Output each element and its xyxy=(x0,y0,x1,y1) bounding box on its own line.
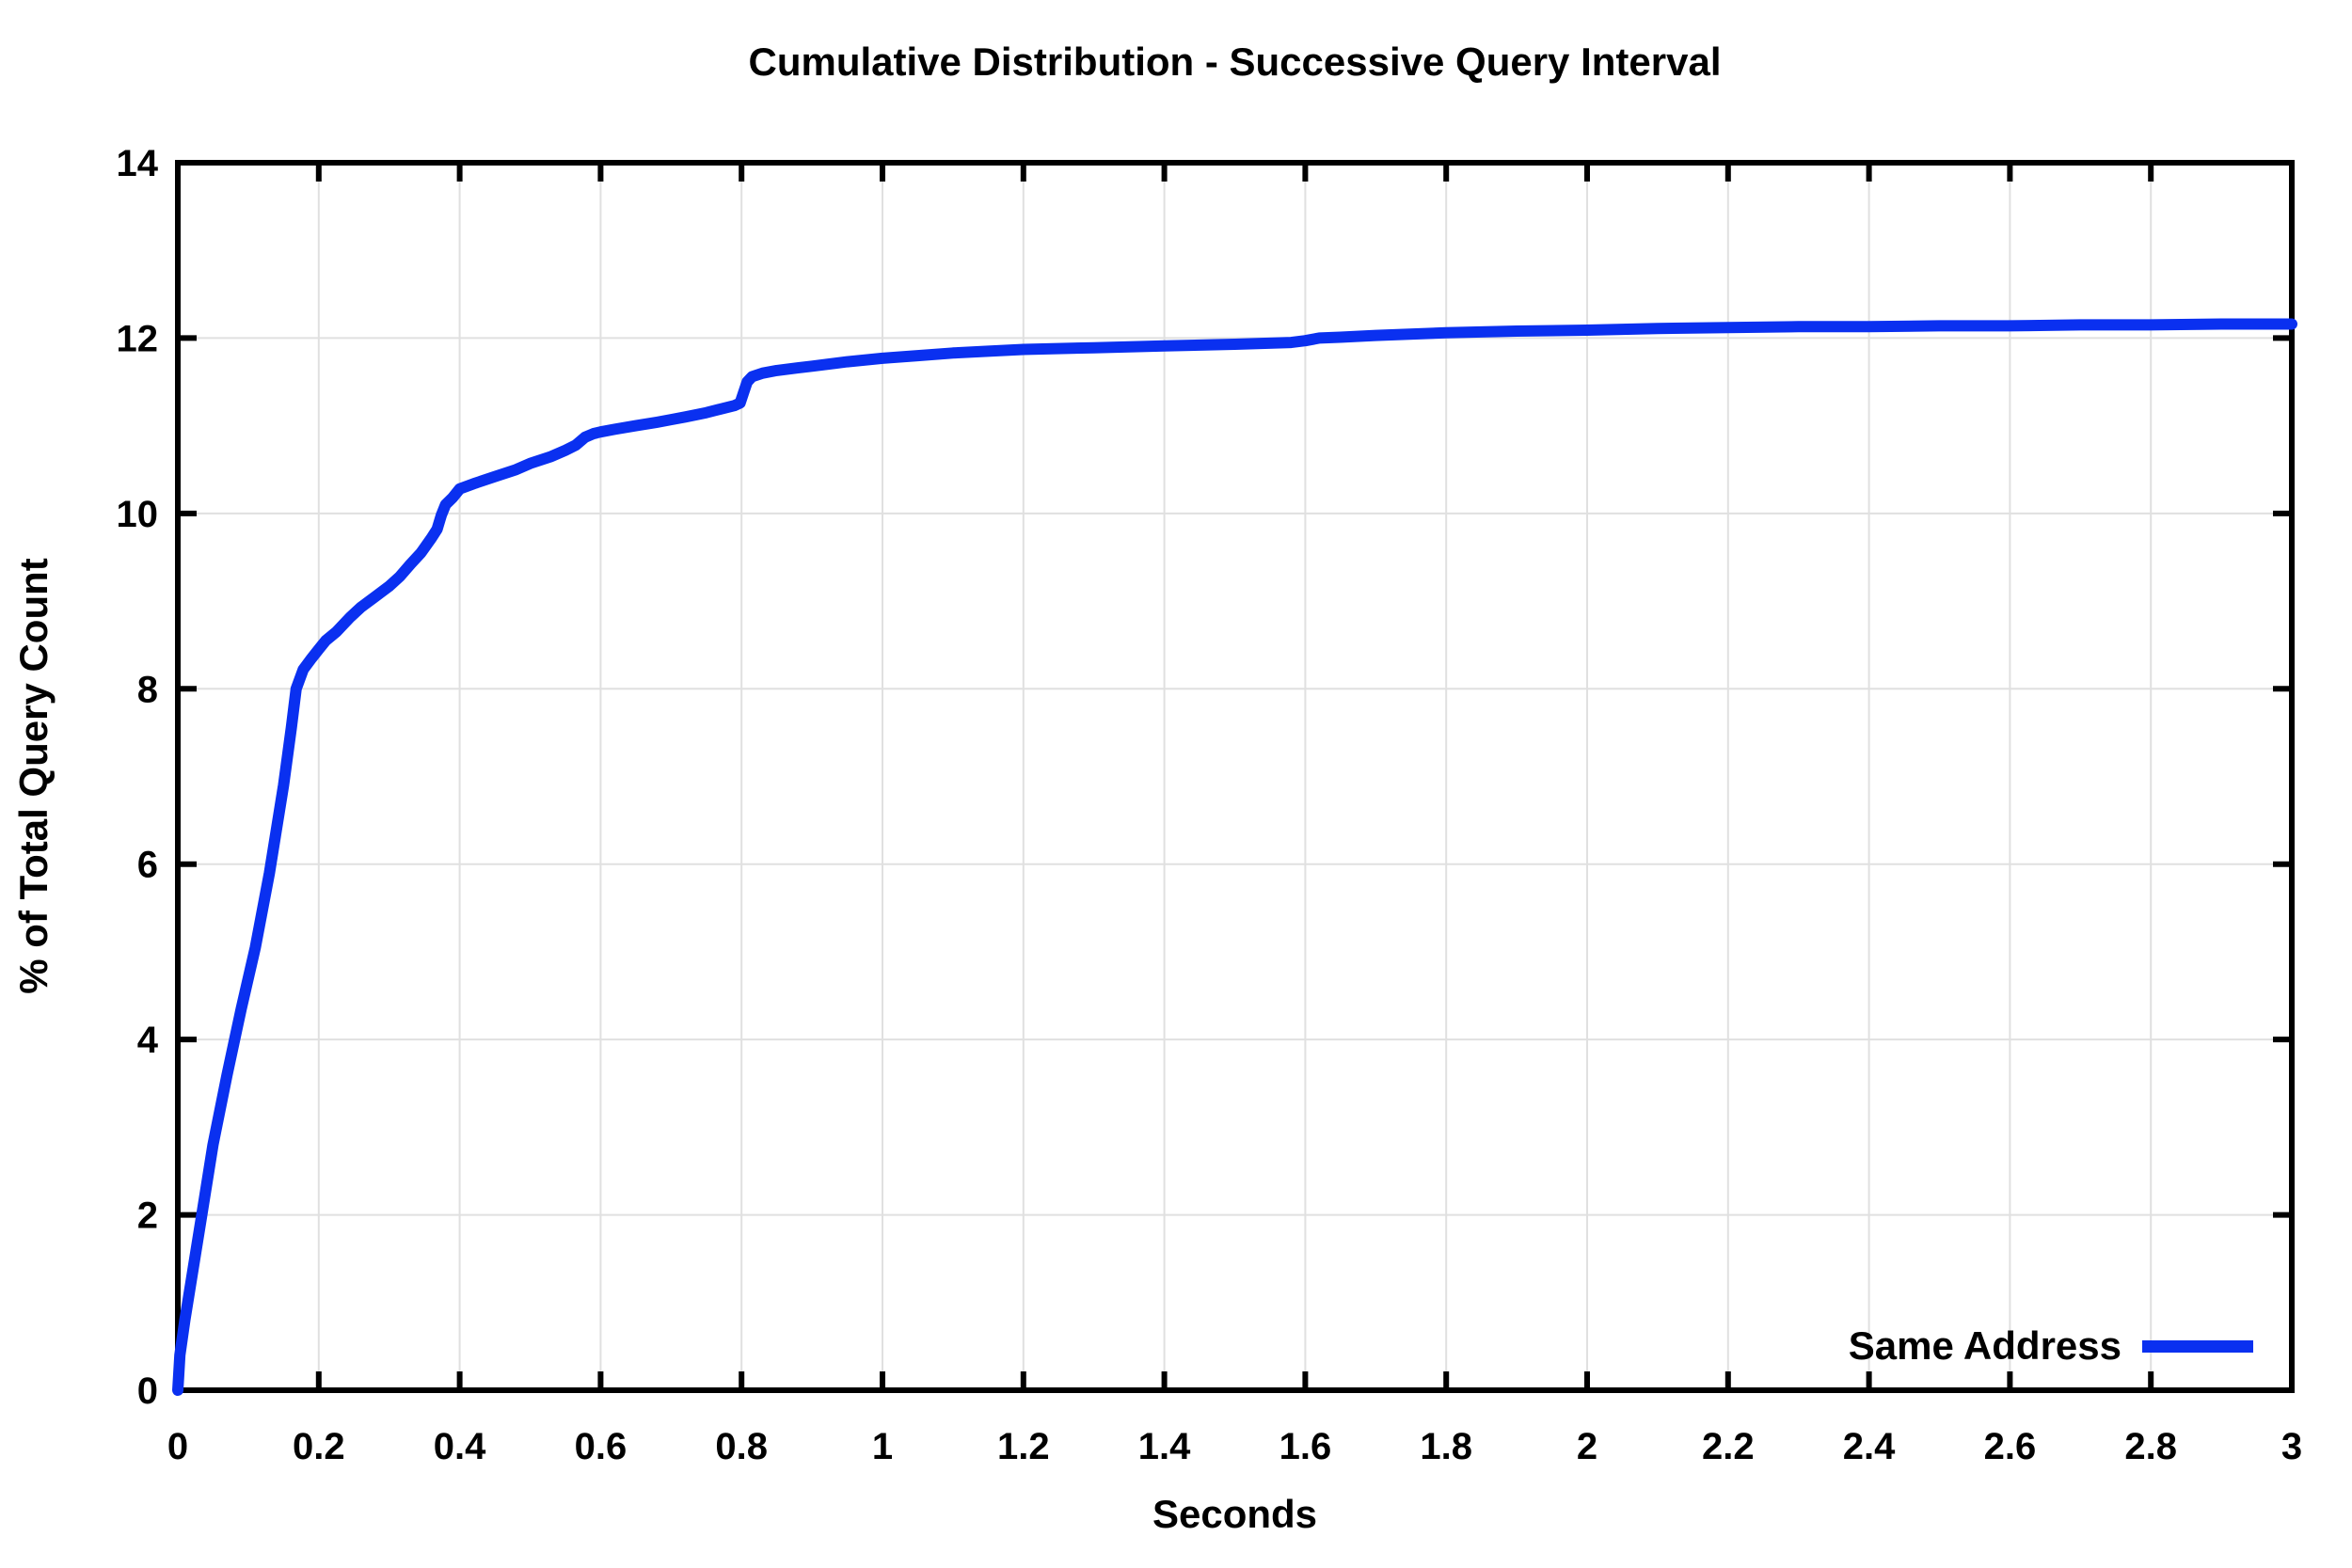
x-tick-label: 2.6 xyxy=(1984,1426,2037,1467)
legend-line-sample xyxy=(2142,1339,2253,1353)
x-axis-title: Seconds xyxy=(1152,1492,1318,1536)
y-tick-label: 8 xyxy=(137,669,158,710)
x-tick-label: 1.4 xyxy=(1138,1426,1191,1467)
y-tick-label: 2 xyxy=(137,1196,158,1237)
x-tick-label: 1.2 xyxy=(997,1426,1050,1467)
x-tick-label: 0.8 xyxy=(715,1426,768,1467)
x-tick-label: 0.2 xyxy=(293,1426,345,1467)
legend: Same Address xyxy=(1849,1323,2253,1370)
y-tick-label: 12 xyxy=(117,318,159,359)
y-tick-label: 0 xyxy=(137,1370,158,1412)
x-tick-label: 2.4 xyxy=(1843,1426,1896,1467)
x-tick-label: 2.8 xyxy=(2124,1426,2177,1467)
y-tick-label: 6 xyxy=(137,845,158,886)
y-tick-label: 14 xyxy=(117,143,159,184)
y-tick-label: 4 xyxy=(137,1020,159,1061)
x-tick-label: 0.4 xyxy=(434,1426,486,1467)
legend-label: Same Address xyxy=(1848,1323,2122,1368)
plot-frame xyxy=(175,160,2295,1393)
x-tick-label: 3 xyxy=(2281,1426,2302,1467)
x-tick-label: 1.6 xyxy=(1279,1426,1332,1467)
x-tick-label: 1.8 xyxy=(1420,1426,1472,1467)
x-tick-label: 1 xyxy=(872,1426,893,1467)
x-tick-label: 0.6 xyxy=(575,1426,628,1467)
same-address-curve xyxy=(172,318,2297,1396)
x-tick-label: 2 xyxy=(1577,1426,1597,1467)
y-axis-title: % of Total Query Count xyxy=(11,558,56,994)
x-tick-label: 2.2 xyxy=(1702,1426,1755,1467)
x-tick-label: 0 xyxy=(167,1426,188,1467)
y-tick-label: 10 xyxy=(117,494,159,535)
chart-title: Cumulative Distribution - Successive Que… xyxy=(748,40,1722,84)
